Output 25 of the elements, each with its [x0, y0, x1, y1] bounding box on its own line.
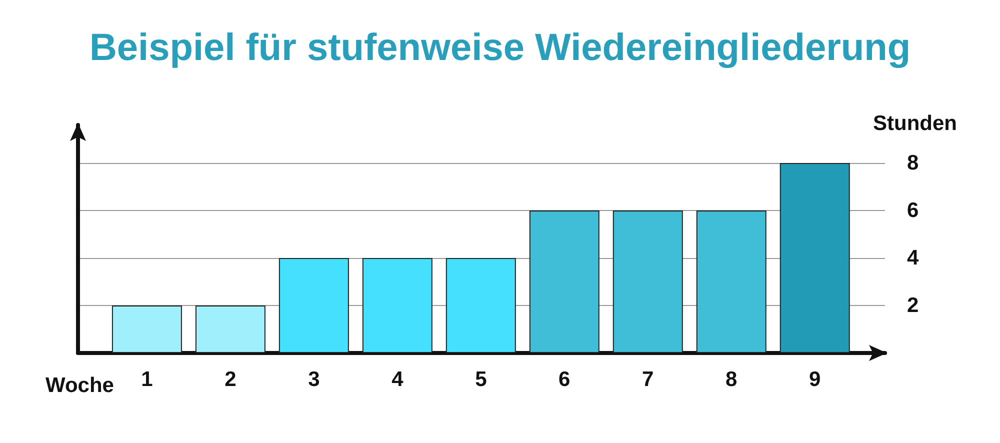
y-tick-label: 8 [907, 152, 919, 174]
bar [195, 306, 266, 353]
bar [362, 258, 432, 353]
bar [780, 163, 850, 353]
x-tick-label: 7 [642, 368, 654, 391]
x-tick-label: 6 [558, 368, 570, 391]
bar [529, 210, 600, 353]
chart-title: Beispiel für stufenweise Wiedereingliederung [89, 27, 911, 69]
bar [112, 306, 182, 353]
x-tick-label: 5 [475, 368, 488, 391]
x-tick-label: 4 [392, 368, 404, 391]
x-tick-label: 3 [308, 368, 320, 391]
y-axis-title: Stunden [873, 112, 958, 135]
bar [696, 210, 766, 353]
y-tick-label: 4 [907, 246, 919, 270]
x-tick-label: 2 [224, 368, 236, 391]
x-tick-label: 1 [141, 368, 154, 391]
x-tick-label: 8 [726, 368, 738, 391]
bar [278, 258, 349, 353]
x-tick-label: 9 [809, 368, 821, 391]
y-tick-label: 2 [907, 294, 919, 317]
bar [446, 258, 516, 353]
y-tick-label: 6 [907, 199, 919, 222]
bar [612, 210, 683, 353]
x-axis-title: Woche [46, 374, 114, 397]
